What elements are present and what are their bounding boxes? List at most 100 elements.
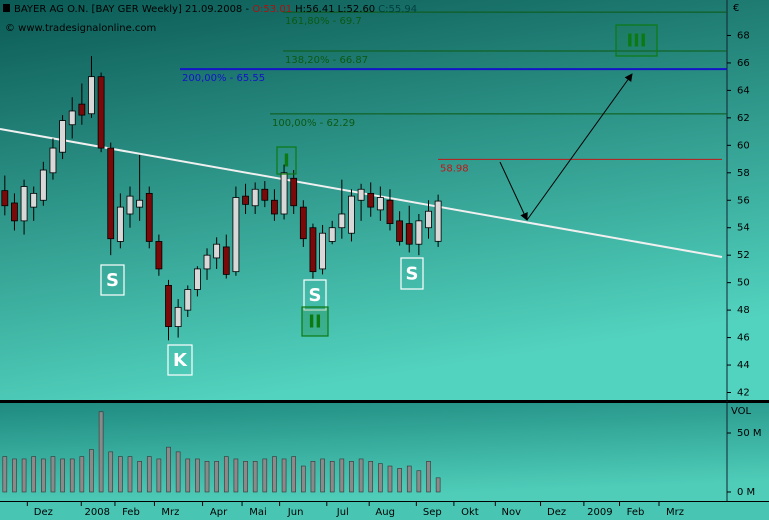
volume-bar xyxy=(166,446,171,493)
y-tick-label: 54 xyxy=(737,223,750,234)
x-tick-label: Dez xyxy=(547,507,566,518)
y-tick-label: 66 xyxy=(737,58,750,69)
candle-layer xyxy=(1,56,442,341)
x-axis-band xyxy=(0,502,769,520)
volume-bar xyxy=(416,470,422,493)
y-tick-label: 42 xyxy=(737,388,750,399)
candle-body xyxy=(88,76,95,115)
volume-bar xyxy=(262,458,268,493)
candle-body xyxy=(116,206,124,242)
y-tick-label: 68 xyxy=(737,30,750,41)
volume-bar xyxy=(243,461,248,493)
arrow xyxy=(499,161,528,221)
candle-body xyxy=(415,220,423,245)
y-tick-label: 44 xyxy=(737,360,750,371)
volume-bar xyxy=(320,458,325,493)
y-tick-label: 50 xyxy=(737,278,750,289)
candle-body xyxy=(434,200,442,242)
level-label: 161,80% - 69.7 xyxy=(285,16,362,27)
candle-body xyxy=(242,195,249,205)
candle-body xyxy=(49,147,57,174)
volume-bar xyxy=(406,465,412,493)
y-tick-label: 64 xyxy=(737,85,750,96)
x-tick-label: Feb xyxy=(122,507,140,518)
volume-label: VOL xyxy=(731,406,752,417)
annotation-box xyxy=(167,344,193,376)
annotation: III xyxy=(626,31,646,52)
candle-body xyxy=(232,197,240,273)
arrow xyxy=(526,73,633,221)
annotation: I xyxy=(283,151,290,172)
volume-bar xyxy=(89,449,94,493)
close: C:55.94 xyxy=(378,4,417,15)
volume-bar xyxy=(31,456,37,493)
candle-body xyxy=(68,110,76,126)
annotation-box xyxy=(615,24,658,57)
volume-bar xyxy=(272,456,277,493)
volume-bar xyxy=(156,458,162,493)
candle-body xyxy=(348,195,355,234)
x-tick-label: Aug xyxy=(375,507,395,518)
high: H:56.41 xyxy=(295,4,335,15)
volume-bar xyxy=(339,458,345,493)
candle-body xyxy=(376,197,384,211)
candle-body xyxy=(126,195,134,215)
candle-body xyxy=(174,306,182,327)
candle-body xyxy=(222,246,230,275)
volume-bar xyxy=(310,461,316,493)
candle-body xyxy=(1,190,9,207)
volume-bar xyxy=(426,461,431,493)
x-tick-label: 2008 xyxy=(85,507,110,518)
candle-body xyxy=(396,220,404,242)
candle-body xyxy=(338,213,346,229)
x-tick-label: Sep xyxy=(423,507,442,518)
source: © www.tradesignalonline.com xyxy=(5,23,156,34)
candle-body xyxy=(299,206,307,240)
volume-bar xyxy=(252,461,258,493)
volume-bar xyxy=(329,461,335,493)
candle-body xyxy=(203,254,211,270)
y-tick-label: 62 xyxy=(737,113,750,124)
annotation: II xyxy=(308,312,321,333)
candle-body xyxy=(425,210,432,229)
candle-body xyxy=(78,103,86,116)
x-tick-label: Apr xyxy=(210,507,228,518)
y-unit: € xyxy=(733,3,739,14)
x-tick-label: Okt xyxy=(461,507,479,518)
price-panel xyxy=(0,0,769,400)
volume-bar xyxy=(397,468,402,493)
y-tick-label: 46 xyxy=(737,333,750,344)
volume-bar xyxy=(137,461,142,493)
volume-panel xyxy=(0,403,769,502)
candle-body xyxy=(136,199,144,208)
annotation-box xyxy=(276,146,297,175)
volume-bar xyxy=(301,465,306,493)
volume-bar xyxy=(2,456,8,493)
volume-bar xyxy=(50,456,56,493)
volume-bar xyxy=(60,458,65,493)
y-tick-label: 58 xyxy=(737,168,750,179)
level-label: 138,20% - 66.87 xyxy=(285,55,368,66)
volume-bar xyxy=(98,411,104,493)
candle-body xyxy=(59,120,66,153)
volume-bar xyxy=(175,451,181,493)
candle-body xyxy=(97,76,105,149)
title: BAYER AG O.N. [BAY GER Weekly] 21.09.200… xyxy=(14,4,249,15)
volume-bar xyxy=(291,456,296,493)
candle-body xyxy=(155,241,163,270)
candle-body xyxy=(290,177,298,207)
header-icon xyxy=(3,4,10,12)
volume-bar xyxy=(378,463,383,493)
open: O:53.01 xyxy=(252,4,292,15)
x-tick-label: Dez xyxy=(34,507,53,518)
level-label: 100,00% - 62.29 xyxy=(272,118,355,129)
candle-body xyxy=(367,192,375,208)
volume-bar xyxy=(204,461,210,493)
x-tick-label: Mrz xyxy=(161,507,179,518)
volume-bar xyxy=(41,458,46,493)
volume-bar xyxy=(12,458,17,493)
annotation-box xyxy=(400,257,424,290)
annotation: S xyxy=(406,264,419,285)
volume-bar xyxy=(185,458,191,493)
